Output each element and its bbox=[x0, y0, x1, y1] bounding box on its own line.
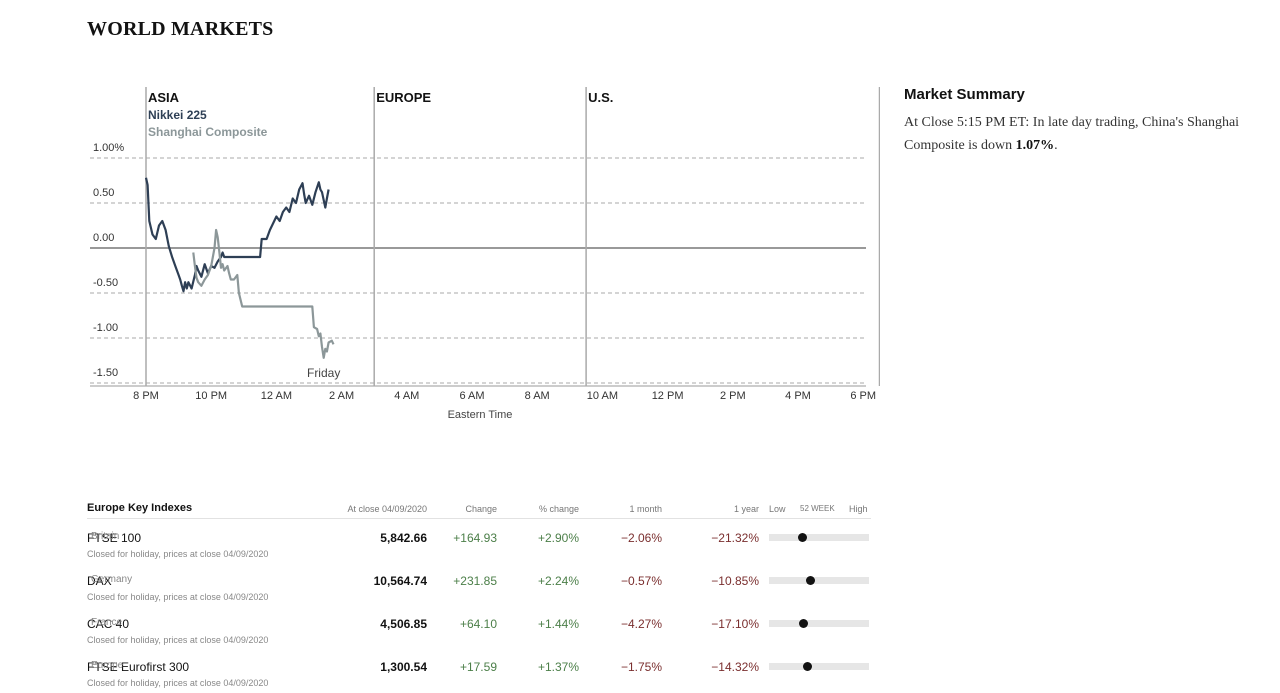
market-summary: Market Summary At Close 5:15 PM ET: In l… bbox=[904, 86, 1274, 157]
y-tick-label: 1.00% bbox=[93, 142, 124, 154]
page-title: WORLD MARKETS bbox=[87, 18, 274, 40]
index-note: Closed for holiday, prices at close 04/0… bbox=[87, 635, 269, 645]
index-year: −14.32% bbox=[711, 660, 759, 674]
header-change: Change bbox=[465, 504, 497, 514]
header-low: Low bbox=[769, 504, 786, 514]
x-tick-label: 8 AM bbox=[525, 390, 550, 402]
x-tick-label: 10 PM bbox=[195, 390, 227, 402]
region-label: U.S. bbox=[588, 90, 613, 105]
index-month: −0.57% bbox=[620, 574, 662, 588]
table-row[interactable]: DAX Germany Closed for holiday, prices at … bbox=[87, 562, 871, 605]
header-close: At close 04/09/2020 bbox=[347, 504, 427, 514]
index-country: Britain bbox=[91, 531, 120, 542]
x-tick-label: 4 AM bbox=[394, 390, 419, 402]
index-change: +64.10 bbox=[459, 617, 497, 631]
x-tick-label: 6 AM bbox=[459, 390, 484, 402]
y-tick-label: -1.00 bbox=[93, 322, 118, 334]
index-close: 5,842.66 bbox=[380, 531, 427, 545]
summary-prefix: At Close 5:15 PM ET: In late day trading… bbox=[904, 115, 1240, 153]
52-week-range-bar bbox=[769, 619, 869, 628]
table-row[interactable]: FTSE 100 Britain Closed for holiday, price… bbox=[87, 519, 871, 562]
index-year: −21.32% bbox=[711, 531, 759, 545]
header-high: High bbox=[849, 504, 868, 514]
friday-annotation: Friday bbox=[307, 366, 340, 380]
x-tick-label: 6 PM bbox=[850, 390, 876, 402]
market-summary-text: At Close 5:15 PM ET: In late day trading… bbox=[904, 111, 1274, 157]
index-year: −17.10% bbox=[711, 617, 759, 631]
index-name-label: FTSE 100 bbox=[87, 531, 142, 545]
index-note: Closed for holiday, prices at close 04/0… bbox=[87, 592, 269, 602]
x-tick-label: 2 PM bbox=[720, 390, 746, 402]
index-change: +17.59 bbox=[459, 660, 497, 674]
y-tick-label: -1.50 bbox=[93, 367, 118, 379]
index-note: Closed for holiday, prices at close 04/0… bbox=[87, 678, 269, 688]
index-country: Europe bbox=[91, 660, 124, 671]
table-title: Europe Key Indexes bbox=[87, 502, 193, 514]
header-1-month: 1 month bbox=[629, 504, 662, 514]
index-note: Closed for holiday, prices at close 04/0… bbox=[87, 549, 269, 559]
summary-highlight: 1.07% bbox=[1015, 138, 1055, 153]
index-year: −10.85% bbox=[711, 574, 759, 588]
index-close: 1,300.54 bbox=[380, 660, 427, 674]
region-label: ASIA bbox=[148, 90, 180, 105]
index-name-label: DAX bbox=[87, 574, 112, 588]
region-dividers bbox=[145, 87, 880, 386]
y-tick-label: 0.50 bbox=[93, 187, 114, 199]
header-pct-change: % change bbox=[538, 504, 579, 514]
region-label: EUROPE bbox=[376, 90, 431, 105]
index-month: −4.27% bbox=[620, 617, 662, 631]
index-close: 4,506.85 bbox=[380, 617, 427, 631]
index-pct: +1.37% bbox=[537, 660, 579, 674]
index-country: France bbox=[91, 617, 123, 628]
series-line bbox=[192, 228, 335, 359]
52-week-range-marker bbox=[806, 576, 815, 585]
chart-series bbox=[144, 177, 335, 359]
x-tick-label: 12 AM bbox=[261, 390, 292, 402]
header-52-week: 52 WEEK bbox=[800, 504, 835, 513]
x-tick-label: 8 PM bbox=[133, 390, 159, 402]
52-week-range-bar bbox=[769, 576, 869, 585]
x-tick-label: 4 PM bbox=[785, 390, 811, 402]
52-week-range-marker bbox=[799, 619, 808, 628]
x-tick-label: 2 AM bbox=[329, 390, 354, 402]
table-body: FTSE 100 Britain Closed for holiday, price… bbox=[87, 519, 871, 691]
y-tick-label: -0.50 bbox=[93, 277, 118, 289]
x-tick-label: 10 AM bbox=[587, 390, 618, 402]
x-tick-label: 12 PM bbox=[652, 390, 684, 402]
52-week-range-bar bbox=[769, 662, 869, 671]
market-summary-title: Market Summary bbox=[904, 86, 1025, 103]
52-week-range-bar bbox=[769, 533, 869, 542]
x-axis-label: Eastern Time bbox=[448, 409, 513, 421]
index-month: −1.75% bbox=[620, 660, 662, 674]
world-markets-chart: 1.00% 0.50 0.00 -0.50 -1.00 -1.50 ASIA EUROPE U.… bbox=[90, 87, 880, 421]
index-pct: +2.24% bbox=[537, 574, 579, 588]
index-country: Germany bbox=[91, 574, 133, 585]
52-week-range-marker bbox=[803, 662, 812, 671]
index-pct: +2.90% bbox=[537, 531, 579, 545]
europe-key-indexes-table: Europe Key Indexes At close 04/09/2020 C… bbox=[87, 500, 871, 691]
table-header: Europe Key Indexes At close 04/09/2020 C… bbox=[87, 500, 871, 519]
index-pct: +1.44% bbox=[537, 617, 579, 631]
table-row[interactable]: FTSE Eurofirst 300 Europe Closed for holid… bbox=[87, 648, 871, 691]
table-row[interactable]: CAC 40 France Closed for holiday, prices a… bbox=[87, 605, 871, 648]
summary-suffix: . bbox=[1054, 138, 1058, 153]
legend-entry: Nikkei 225 bbox=[148, 108, 207, 122]
52-week-range-marker bbox=[798, 533, 807, 542]
index-month: −2.06% bbox=[620, 531, 662, 545]
index-change: +164.93 bbox=[453, 531, 497, 545]
legend-entry: Shanghai Composite bbox=[148, 125, 268, 139]
index-name-label: CAC 40 bbox=[87, 617, 130, 631]
index-name-label: FTSE Eurofirst 300 bbox=[87, 660, 190, 674]
header-1-year: 1 year bbox=[733, 504, 759, 514]
index-change: +231.85 bbox=[453, 574, 497, 588]
y-tick-label: 0.00 bbox=[93, 232, 114, 244]
index-close: 10,564.74 bbox=[373, 574, 427, 588]
chart-labels: 1.00% 0.50 0.00 -0.50 -1.00 -1.50 ASIA EUROPE U.… bbox=[93, 90, 876, 421]
series-line bbox=[144, 177, 330, 293]
